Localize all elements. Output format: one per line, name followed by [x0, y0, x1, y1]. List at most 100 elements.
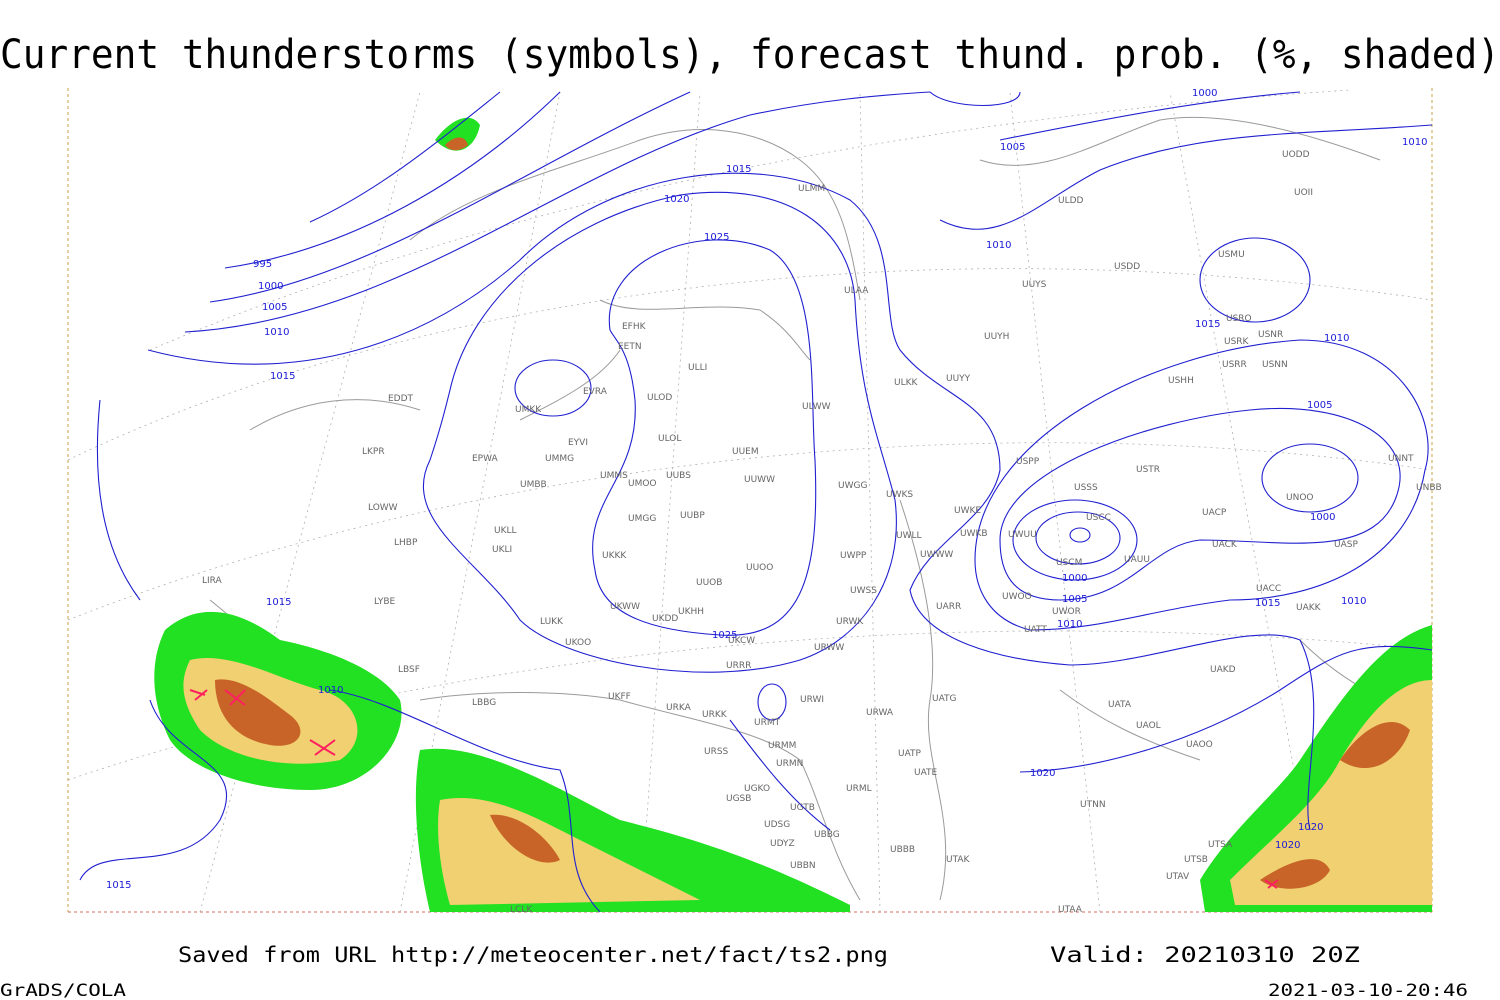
isobar-label: 1025: [712, 630, 737, 641]
station-label: UKHH: [678, 607, 704, 617]
isobar: [309, 91, 501, 223]
station-label: UWKB: [960, 529, 988, 539]
station-label: UAOL: [1136, 721, 1161, 731]
station-label: UTAK: [946, 855, 971, 865]
isobar-label: 1000: [1192, 88, 1217, 99]
station-label: UTAV: [1166, 872, 1190, 882]
station-label: UAKD: [1210, 665, 1236, 675]
isobar-label: 1020: [664, 194, 689, 205]
isobar-label: 1015: [106, 880, 131, 891]
isobar-label: 1015: [270, 371, 295, 382]
station-label: USDD: [1114, 262, 1140, 272]
station-label: EETN: [618, 342, 642, 352]
station-label: UARR: [936, 602, 961, 612]
station-label: EFHK: [622, 322, 647, 332]
station-label: UWOR: [1052, 607, 1081, 617]
station-label: USCM: [1056, 558, 1082, 568]
isobar: [184, 91, 931, 333]
station-label: UATP: [898, 749, 922, 759]
station-label: USCC: [1086, 513, 1111, 523]
isobar: [592, 239, 817, 636]
isobar-label: 995: [253, 259, 272, 270]
station-labels: EFHK EETN EVRA UMKK ULOD ULLI ULWW ULOL UUEM EYVI…: [202, 150, 1442, 915]
station-label: UKFF: [608, 692, 631, 702]
station-label: URKK: [702, 710, 728, 720]
station-label: USNN: [1262, 360, 1288, 370]
station-label: UWUU: [1008, 530, 1037, 540]
isobar: [147, 172, 1315, 831]
station-label: UUEM: [732, 447, 759, 457]
isobar-label: 1015: [1255, 598, 1280, 609]
station-label: UDSG: [764, 820, 790, 830]
station-label: URWA: [866, 708, 894, 718]
station-label: UBBG: [814, 830, 840, 840]
station-label: EPWA: [472, 454, 499, 464]
station-label: USTR: [1136, 465, 1160, 475]
station-label: UGSB: [726, 794, 751, 804]
station-label: LUKK: [540, 617, 564, 627]
station-label: UGTB: [790, 803, 815, 813]
station-label: ULWW: [802, 402, 831, 412]
station-label: UMMG: [545, 454, 574, 464]
station-label: UMMS: [600, 471, 628, 481]
thunder-probability: [154, 117, 1433, 913]
isobar: [757, 683, 787, 721]
isobar-label: 1010: [1402, 137, 1427, 148]
station-label: ULKK: [894, 378, 919, 388]
station-label: EDDT: [388, 394, 414, 404]
isobar-label: 1020: [1298, 822, 1323, 833]
source-url: Saved from URL http://meteocenter.net/fa…: [178, 943, 888, 967]
isobar-label: 1000: [1062, 573, 1087, 584]
station-label: UAKK: [1296, 603, 1322, 613]
station-label: UWWW: [920, 550, 953, 560]
station-label: UACK: [1212, 540, 1238, 550]
station-label: UNOO: [1286, 493, 1314, 503]
prob-low: [154, 117, 1432, 913]
station-label: UWOO: [1002, 592, 1032, 602]
isobar-label: 1005: [1062, 594, 1087, 605]
station-label: UMOO: [628, 479, 657, 489]
thunderstorm-symbols: [189, 689, 1279, 889]
station-label: UUYY: [946, 374, 971, 384]
station-label: ULDD: [1058, 196, 1084, 206]
isobar-label: 1010: [1324, 333, 1349, 344]
station-label: UWPP: [840, 551, 867, 561]
station-label: UACP: [1202, 508, 1227, 518]
isobar-label: 1005: [1000, 142, 1025, 153]
station-label: UWKS: [886, 490, 913, 500]
station-label: URKA: [666, 703, 692, 713]
station-label: USPP: [1016, 457, 1040, 467]
timestamp: 2021-03-10-20:46: [1268, 981, 1468, 1000]
isobar-labels: 995 1000 1005 1010 1015 1020 1015 1025 1005 1010 1…: [106, 88, 1427, 891]
station-label: UKOO: [565, 638, 591, 648]
station-label: ULOD: [647, 393, 672, 403]
station-label: UAUU: [1124, 555, 1150, 565]
isobar: [209, 91, 691, 303]
station-label: UTAA: [1058, 905, 1083, 915]
station-label: URMN: [776, 759, 803, 769]
isobar-label: 1025: [704, 232, 729, 243]
isobar-label: 1020: [1275, 840, 1300, 851]
station-label: UWKE: [954, 506, 981, 516]
station-label: UOII: [1294, 188, 1313, 198]
station-label: URML: [846, 784, 872, 794]
station-label: URRR: [726, 661, 751, 671]
station-label: UKDD: [652, 614, 678, 624]
station-label: LYBE: [374, 597, 395, 607]
station-label: USNR: [1258, 330, 1283, 340]
isobar-label: 1010: [318, 685, 343, 696]
software: GrADS/COLA: [0, 981, 126, 1000]
station-label: UWGG: [838, 481, 867, 491]
station-label: USMU: [1218, 250, 1245, 260]
station-label: UKLL: [494, 526, 517, 536]
station-label: URMT: [754, 718, 781, 728]
station-label: UTNN: [1080, 800, 1106, 810]
station-label: UTSB: [1184, 855, 1208, 865]
isobar: [1035, 511, 1121, 565]
isobar: [1069, 527, 1091, 543]
isobar-label: 1015: [726, 164, 751, 175]
station-label: LKPR: [362, 447, 385, 457]
station-label: UMKK: [515, 405, 542, 415]
station-label: EVRA: [583, 387, 608, 397]
